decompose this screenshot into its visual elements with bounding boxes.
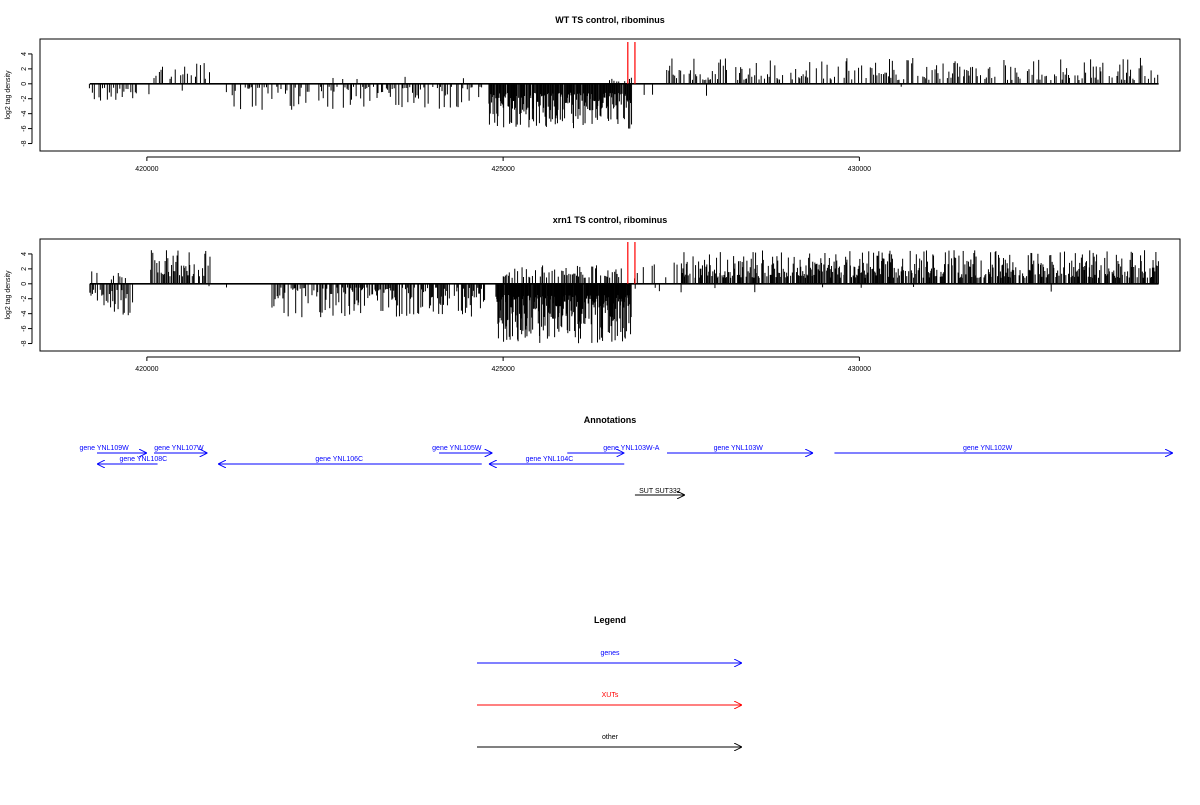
xrn1-density-bars: [89, 250, 1159, 344]
gene-label: gene YNL104C: [526, 456, 574, 463]
xrn1-red-markers: [627, 242, 636, 284]
other-label: SUT SUT332: [639, 488, 681, 495]
wt-red-markers: [627, 42, 636, 84]
legend: Legend genes XUTs other: [477, 615, 742, 747]
legend-label: genes: [600, 650, 620, 657]
wt-plot-frame: [39, 38, 1181, 152]
gene-annotations: gene YNL109W gene YNL108C gene YNL107W gene…: [79, 445, 1173, 464]
wt-y-axis: -8 -6 -4 -2 0 2 4: [21, 52, 33, 147]
gene-label: gene YNL106C: [315, 456, 363, 463]
y-tick-label: 0: [21, 282, 28, 286]
y-tick-label: -8: [21, 340, 28, 346]
xrn1-plot-frame: [39, 238, 1181, 352]
annotations-title: Annotations: [584, 415, 637, 425]
wt-y-axis-label: log2 tag density: [5, 70, 12, 120]
y-tick-label: -6: [21, 325, 28, 331]
wt-track-panel: WT TS control, ribominus log2 tag densit…: [5, 15, 1181, 173]
y-tick-label: 2: [21, 67, 28, 71]
gene-label: gene YNL103W-A: [603, 445, 659, 452]
y-tick-label: -8: [21, 140, 28, 146]
xrn1-track-panel: xrn1 TS control, ribominus log2 tag dens…: [5, 215, 1181, 373]
wt-track-title: WT TS control, ribominus: [555, 15, 665, 25]
x-tick-label: 430000: [848, 166, 871, 173]
gene-label: gene YNL109W: [79, 445, 129, 452]
gene-label: gene YNL105W: [432, 445, 482, 452]
xrn1-track-title: xrn1 TS control, ribominus: [553, 215, 668, 225]
y-tick-label: -4: [21, 110, 28, 116]
wt-x-axis: 420000 425000 430000: [135, 156, 871, 173]
gene-label: gene YNL107W: [154, 445, 204, 452]
y-tick-label: -4: [21, 310, 28, 316]
y-tick-label: -2: [21, 296, 28, 302]
xrn1-y-axis: -8 -6 -4 -2 0 2 4: [21, 252, 33, 347]
y-tick-label: -2: [21, 96, 28, 102]
legend-label: XUTs: [602, 692, 619, 699]
x-tick-label: 420000: [135, 366, 158, 373]
xrn1-x-axis: 420000 425000 430000: [135, 356, 871, 373]
x-tick-label: 425000: [491, 166, 514, 173]
legend-label: other: [602, 734, 619, 741]
y-tick-label: 2: [21, 267, 28, 271]
x-tick-label: 430000: [848, 366, 871, 373]
gene-label: gene YNL102W: [963, 445, 1013, 452]
other-annotations: SUT SUT332: [634, 488, 685, 495]
legend-title: Legend: [594, 615, 626, 625]
y-tick-label: 0: [21, 82, 28, 86]
x-tick-label: 420000: [135, 166, 158, 173]
wt-density-bars: [88, 57, 1159, 129]
gene-label: gene YNL108C: [119, 456, 167, 463]
gene-label: gene YNL103W: [714, 445, 764, 452]
y-tick-label: 4: [21, 252, 28, 256]
legend-items: genes XUTs other: [477, 650, 742, 747]
xrn1-y-axis-label: log2 tag density: [5, 270, 12, 320]
x-tick-label: 425000: [491, 366, 514, 373]
y-tick-label: -6: [21, 125, 28, 131]
y-tick-label: 4: [21, 52, 28, 56]
